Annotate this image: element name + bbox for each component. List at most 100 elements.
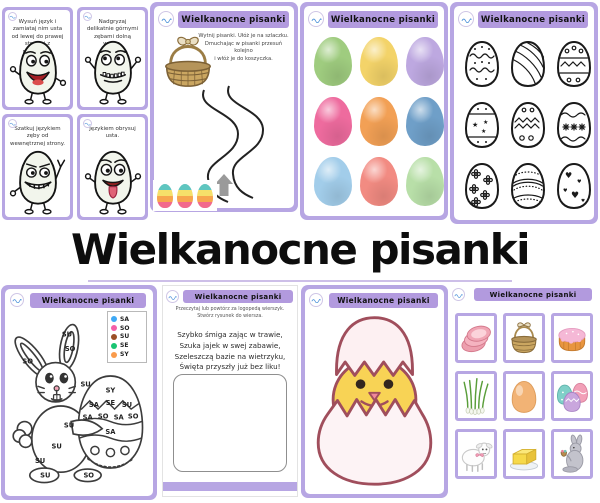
worksheet-header: Wielkanocne pisanki (478, 11, 588, 28)
svg-text:SU: SU (52, 442, 62, 450)
worksheet-header: Wielkanocne pisanki (474, 288, 592, 301)
painted-eggs-icon (556, 382, 588, 412)
logo-badge-icon (8, 119, 17, 128)
instruction-line: Dmuchając w pisanki przesuń kolejno (204, 40, 283, 55)
svg-text:♥: ♥ (563, 188, 568, 194)
legend-dot (111, 342, 117, 349)
svg-text:SU: SU (62, 331, 72, 339)
logo-badge-icon (83, 119, 92, 128)
svg-text:♥: ♥ (577, 179, 582, 185)
colorful-egg (406, 156, 444, 206)
vocabulary-card-grid (455, 313, 595, 479)
poem-line: Święta przyszły już bez liku! (179, 362, 281, 372)
vocab-card-chives (455, 371, 497, 421)
drawing-area (173, 374, 287, 472)
svg-text:SO: SO (98, 412, 109, 420)
rainbow-egg-icon (177, 183, 193, 208)
vocab-card-basket (503, 313, 545, 363)
footer-band (163, 482, 297, 491)
poem-line: Szybko śmiga zając w trawie, (177, 330, 283, 339)
title-underline (88, 280, 512, 282)
worksheet-header: Wielkanocne pisanki (178, 11, 289, 28)
vocabulary-cards-worksheet: Wielkanocne pisanki (450, 285, 600, 503)
legend-label: SU (120, 333, 130, 341)
svg-text:SA: SA (89, 401, 100, 409)
vocab-card-lamb (455, 429, 497, 479)
syllable-labels: SO SU SO SU SY SA SE SU SA SO SA SO SA S… (22, 331, 138, 480)
exercise-card-2: Nadgryzaj delikatnie górnymi zębami doln… (77, 7, 148, 110)
worksheet-header: Wielkanocne pisanki (183, 290, 293, 303)
exercise-text: Językiem obrysuj usta. (89, 126, 136, 140)
logo-badge-icon (158, 11, 174, 27)
cutout-eggs-strip (153, 180, 217, 211)
tracing-track-path (202, 85, 265, 203)
svg-text:SU: SU (64, 422, 74, 430)
logo-badge-icon (166, 290, 179, 303)
exercise-card-3: Szatkuj językiem zęby od wewnętrznej str… (2, 114, 73, 220)
easter-basket-icon (164, 36, 212, 87)
easter-basket-icon (511, 322, 537, 354)
bunny-with-basket-icon (560, 434, 584, 473)
chives-icon (463, 378, 489, 415)
svg-text:SO: SO (65, 345, 76, 353)
colorful-egg (314, 96, 352, 146)
svg-text:SA: SA (114, 413, 125, 421)
logo-badge-icon (10, 293, 24, 307)
syllable-color-legend: SA SO SU SE SY (107, 311, 147, 363)
svg-text:SO: SO (22, 358, 33, 366)
svg-text:★: ★ (481, 128, 486, 135)
vocab-card-bunny (551, 429, 593, 479)
svg-text:SA: SA (83, 413, 94, 421)
svg-text:♥: ♥ (581, 198, 585, 204)
colorful-egg (360, 156, 398, 206)
logo-badge-icon (83, 12, 92, 21)
legend-label: SY (120, 351, 129, 359)
butter-icon (509, 448, 539, 471)
tracing-worksheet: Wielkanocne pisanki Wytnij pisanki. Ułóż… (150, 2, 298, 212)
svg-text:SO: SO (128, 412, 139, 420)
colorful-egg (406, 96, 444, 146)
egg-character-grin-icon (9, 150, 65, 215)
rainbow-egg-icon (197, 183, 213, 208)
bw-egg-stars-icon: ★ ★ ★ (464, 101, 500, 148)
svg-text:SU: SU (122, 401, 132, 409)
legend-dot (111, 333, 117, 340)
colorful-egg (314, 37, 352, 87)
tracing-instructions: Wytnij pisanki. Ułóż je na szlaczku. Dmu… (198, 33, 289, 63)
colorful-egg-grid (314, 35, 444, 208)
colorful-egg (360, 96, 398, 146)
legend-dot (111, 316, 117, 323)
svg-text:★: ★ (472, 121, 478, 129)
legend-dot (111, 351, 117, 358)
legend-dot (111, 325, 117, 332)
svg-text:SA: SA (105, 428, 116, 436)
coloring-eggs-worksheet: Wielkanocne pisanki (450, 2, 598, 224)
page-title: Wielkanocne pisanki (70, 225, 531, 274)
arrow-up-icon (215, 174, 233, 196)
instruction-line: Wytnij pisanki. Ułóż je na szlaczku. (198, 33, 289, 39)
colorful-eggs-worksheet: Wielkanocne pisanki (300, 2, 448, 220)
worksheet-title: Wielkanocne pisanki (194, 292, 282, 301)
easter-cake-icon (558, 328, 586, 352)
ham-icon (461, 325, 491, 353)
svg-text:★: ★ (483, 119, 488, 126)
bw-egg-dotted-bands-icon (510, 162, 546, 209)
vocab-card-butter (503, 429, 545, 479)
bw-egg-grid: ★ ★ ★ (462, 36, 592, 214)
svg-text:SO: SO (83, 471, 94, 479)
bw-egg-zigzag-icon (556, 41, 592, 88)
bw-egg-waves-icon (464, 41, 500, 88)
svg-text:SE: SE (106, 399, 116, 407)
egg-character-tongue-out-icon (84, 150, 141, 215)
logo-badge-icon (309, 293, 323, 307)
rainbow-egg-icon (157, 183, 173, 208)
worksheet-header: Wielkanocne pisanki (328, 11, 438, 28)
chick-in-egg-illustration (316, 316, 433, 486)
instruction-line: Przeczytaj lub powtórz za logopedą wiers… (175, 307, 285, 312)
bw-egg-stripes-icon (510, 41, 546, 88)
legend-label: SE (120, 342, 129, 350)
vocab-card-cake (551, 313, 593, 363)
worksheet-title: Wielkanocne pisanki (480, 14, 586, 25)
logo-badge-icon (458, 11, 474, 27)
svg-text:♥: ♥ (565, 171, 572, 180)
